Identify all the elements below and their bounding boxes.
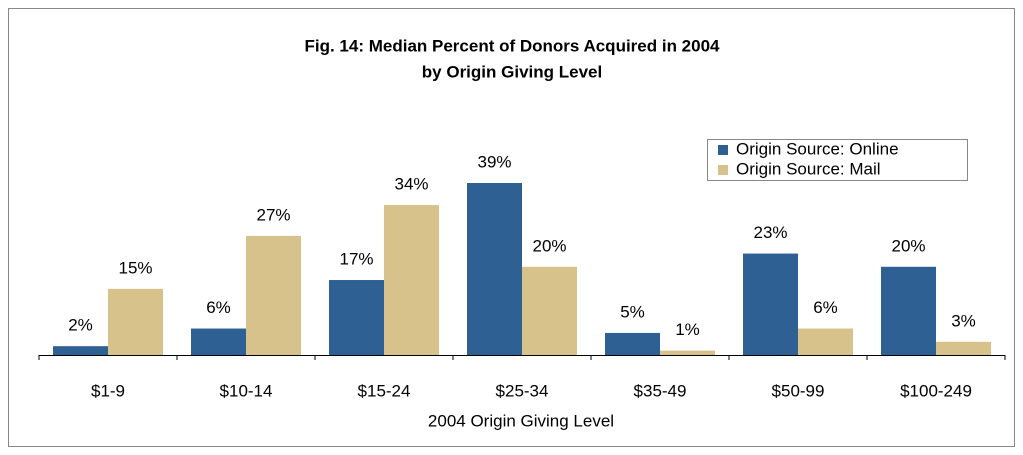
legend-swatch: [718, 165, 728, 175]
x-tick-label: $50-99: [772, 381, 825, 400]
bar: [108, 288, 163, 355]
bar: [798, 328, 853, 355]
x-tick-label: $25-34: [496, 381, 549, 400]
bar: [191, 328, 246, 355]
value-label: 17%: [339, 250, 373, 269]
chart-title: Fig. 14: Median Percent of Donors Acquir…: [304, 36, 720, 55]
bar: [467, 183, 522, 355]
legend-label: Origin Source: Mail: [736, 159, 881, 178]
bar: [936, 341, 991, 355]
bar: [660, 350, 715, 355]
value-label: 1%: [675, 320, 700, 339]
value-label: 6%: [206, 298, 231, 317]
x-tick-label: $100-249: [900, 381, 972, 400]
value-label: 15%: [118, 258, 152, 277]
value-label: 39%: [477, 152, 511, 171]
x-tick-label: $10-14: [220, 381, 273, 400]
value-label: 20%: [532, 236, 566, 255]
x-tick-label: $35-49: [634, 381, 687, 400]
bar: [246, 235, 301, 355]
value-label: 23%: [753, 223, 787, 242]
x-tick-label: $1-9: [91, 381, 125, 400]
bar: [605, 332, 660, 355]
value-label: 6%: [813, 298, 838, 317]
bar: [743, 253, 798, 355]
bar: [53, 346, 108, 355]
bar: [881, 266, 936, 355]
value-label: 2%: [68, 316, 93, 335]
bar: [329, 280, 384, 355]
bar: [522, 266, 577, 355]
x-tick-label: $15-24: [358, 381, 411, 400]
value-label: 20%: [891, 236, 925, 255]
legend-swatch: [718, 145, 728, 155]
value-label: 5%: [620, 302, 645, 321]
chart-title: by Origin Giving Level: [422, 62, 602, 81]
x-axis-title: 2004 Origin Giving Level: [428, 411, 614, 430]
legend-label: Origin Source: Online: [736, 139, 899, 158]
legend-box: [707, 139, 968, 181]
value-label: 27%: [256, 205, 290, 224]
value-label: 34%: [394, 175, 428, 194]
value-label: 3%: [951, 311, 976, 330]
bar: [384, 205, 439, 355]
